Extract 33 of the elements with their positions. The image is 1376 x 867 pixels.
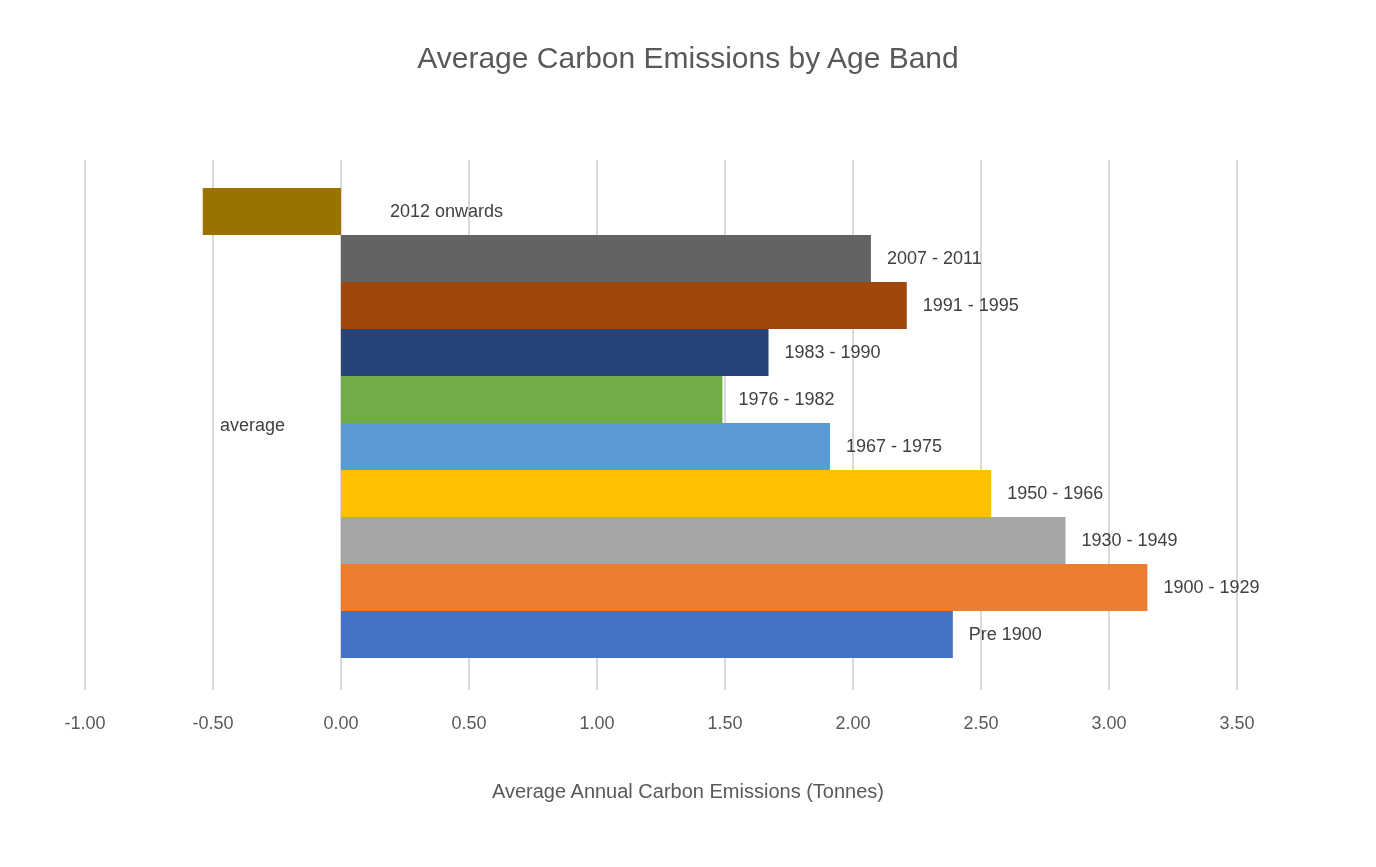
text: 2012 onwards — [390, 200, 504, 221]
series-label: Pre 1900 — [968, 623, 1042, 644]
bar — [341, 235, 871, 282]
x-tick-label: 3.50 — [1219, 712, 1255, 733]
x-axis-title: Average Annual Carbon Emissions (Tonnes) — [490, 780, 886, 803]
bar — [341, 564, 1148, 611]
bar — [341, 282, 907, 329]
x-tick-label: 2.00 — [835, 712, 871, 733]
x-tick-label: 1.50 — [707, 712, 743, 733]
series-label: 1967 - 1975 — [845, 435, 943, 456]
y-tick-label: average — [219, 415, 285, 436]
x-tick-label: 2.50 — [963, 712, 999, 733]
series-label: 1900 - 1929 — [1163, 576, 1260, 597]
bar — [341, 329, 769, 376]
series-label: 1983 - 1990 — [784, 341, 881, 362]
x-tick-label: 3.00 — [1091, 712, 1127, 733]
series-label: 2007 - 2011 — [886, 247, 982, 268]
bar — [341, 517, 1066, 564]
x-tick-label: 0.00 — [323, 712, 359, 733]
bar — [341, 423, 830, 470]
x-tick-label: 1.00 — [579, 712, 615, 733]
bar — [341, 470, 992, 517]
chart-title: Average Carbon Emissions by Age Band — [416, 40, 960, 76]
bar — [341, 376, 723, 423]
x-tick-label: -0.50 — [192, 712, 234, 733]
series-label: 1976 - 1982 — [738, 388, 835, 409]
series-label: 1991 - 1995 — [922, 294, 1019, 315]
series-label: 1930 - 1949 — [1081, 529, 1178, 550]
x-tick-label: 0.50 — [451, 712, 487, 733]
bar — [202, 188, 341, 235]
bar — [341, 611, 953, 658]
x-tick-label: -1.00 — [64, 712, 106, 733]
series-label: 1950 - 1966 — [1007, 482, 1104, 503]
